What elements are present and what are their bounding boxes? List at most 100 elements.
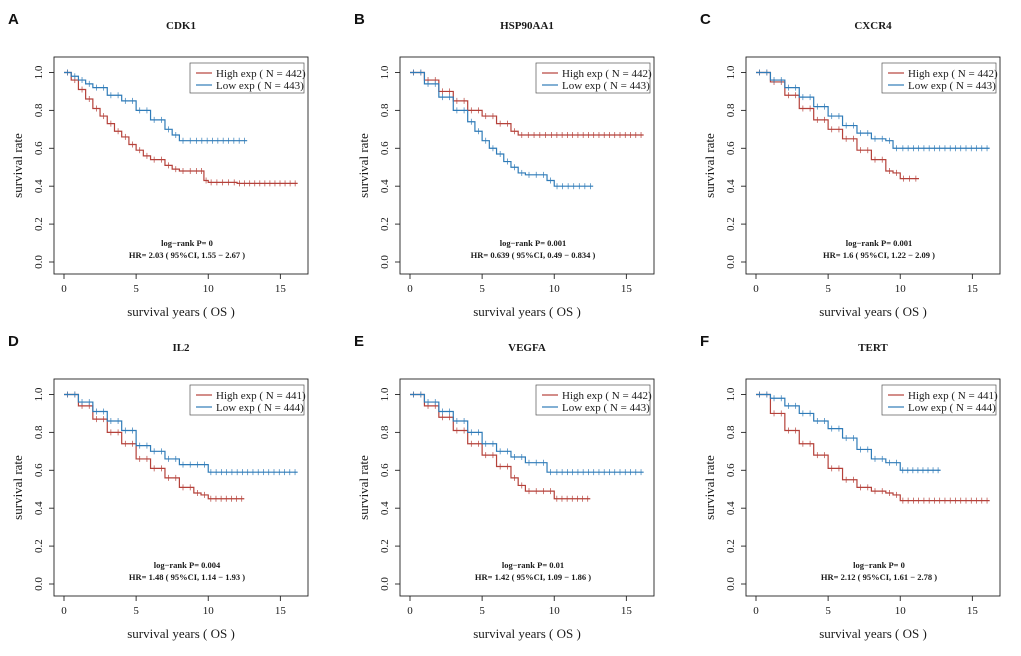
y-axis-label: survival rate <box>702 133 717 198</box>
legend-label-high: High exp ( N = 441) <box>908 390 998 402</box>
legend-box <box>189 62 305 94</box>
y-tick-label: 0.0 <box>33 577 45 591</box>
plot-frame <box>745 56 1001 275</box>
panel-title: CXCR4 <box>854 20 892 32</box>
logrank-pvalue: log−rank P= 0.01 <box>502 560 564 570</box>
x-tick-label: 0 <box>61 283 67 295</box>
km-curve-low <box>756 71 990 149</box>
logrank-pvalue: log−rank P= 0 <box>161 238 213 248</box>
km-curve-high <box>64 71 298 184</box>
x-tick-label: 10 <box>203 283 215 295</box>
panel-title: TERT <box>858 342 888 354</box>
y-axis-label: survival rate <box>10 455 25 520</box>
y-tick-label: 0.4 <box>379 179 391 193</box>
y-tick-label: 0.6 <box>379 463 391 477</box>
y-tick-label: 0.0 <box>33 255 45 269</box>
x-axis-label: survival years ( OS ) <box>473 304 581 319</box>
legend-label-low: Low exp ( N = 443) <box>562 80 650 92</box>
legend-label-low: Low exp ( N = 443) <box>908 80 996 92</box>
y-tick-label: 0.2 <box>33 217 45 231</box>
y-tick-label: 0.8 <box>725 103 737 117</box>
x-axis-label: survival years ( OS ) <box>127 626 235 641</box>
x-axis-label: survival years ( OS ) <box>473 626 581 641</box>
y-axis-label: survival rate <box>702 455 717 520</box>
legend-label-high: High exp ( N = 442) <box>562 390 652 402</box>
x-tick-label: 15 <box>275 605 287 617</box>
y-tick-label: 0.6 <box>725 463 737 477</box>
legend-label-low: Low exp ( N = 444) <box>216 402 304 414</box>
legend-box <box>881 62 997 94</box>
plot-frame <box>399 378 655 597</box>
x-tick-label: 0 <box>407 605 413 617</box>
legend-label-high: High exp ( N = 442) <box>908 68 998 80</box>
x-tick-label: 5 <box>133 605 139 617</box>
x-tick-label: 5 <box>479 283 485 295</box>
hazard-ratio: HR= 2.12 ( 95%CI, 1.61 − 2.78 ) <box>821 572 937 582</box>
x-tick-label: 15 <box>621 605 633 617</box>
x-tick-label: 10 <box>203 605 215 617</box>
x-tick-label: 0 <box>753 283 759 295</box>
panel-letter: F <box>700 333 709 350</box>
y-tick-label: 0.6 <box>33 463 45 477</box>
km-curve-high <box>410 71 644 136</box>
legend-box <box>535 62 651 94</box>
y-tick-label: 0.8 <box>379 425 391 439</box>
y-tick-label: 0.0 <box>725 255 737 269</box>
y-tick-label: 0.8 <box>33 425 45 439</box>
hazard-ratio: HR= 1.6 ( 95%CI, 1.22 − 2.09 ) <box>823 250 935 260</box>
y-tick-label: 0.4 <box>379 501 391 515</box>
km-panel-f: F TERT 0.0 0.2 0.4 0.6 0.8 1.0 0 5 10 15 survival ye… <box>700 333 1001 641</box>
x-tick-label: 5 <box>825 605 831 617</box>
x-tick-label: 5 <box>479 605 485 617</box>
legend-box <box>881 384 997 416</box>
plot-frame <box>53 378 309 597</box>
panel-letter: A <box>8 11 19 28</box>
y-tick-label: 0.6 <box>379 141 391 155</box>
y-tick-label: 0.4 <box>725 501 737 515</box>
legend-label-high: High exp ( N = 442) <box>216 68 306 80</box>
km-curve-high <box>410 393 591 500</box>
y-axis-label: survival rate <box>356 455 371 520</box>
y-tick-label: 1.0 <box>379 65 391 79</box>
km-curve-low <box>410 71 594 187</box>
hazard-ratio: HR= 1.48 ( 95%CI, 1.14 − 1.93 ) <box>129 572 245 582</box>
y-tick-label: 0.6 <box>725 141 737 155</box>
x-tick-label: 5 <box>825 283 831 295</box>
km-panel-b: B HSP90AA1 0.0 0.2 0.4 0.6 0.8 1.0 0 5 10 15 surviva… <box>354 11 655 319</box>
legend-label-high: High exp ( N = 441) <box>216 390 306 402</box>
panel-letter: D <box>8 333 19 350</box>
legend-label-low: Low exp ( N = 443) <box>562 402 650 414</box>
x-tick-label: 5 <box>133 283 139 295</box>
hazard-ratio: HR= 1.42 ( 95%CI, 1.09 − 1.86 ) <box>475 572 591 582</box>
x-axis-label: survival years ( OS ) <box>819 304 927 319</box>
y-tick-label: 0.0 <box>379 255 391 269</box>
logrank-pvalue: log−rank P= 0 <box>853 560 905 570</box>
panel-title: HSP90AA1 <box>500 20 554 32</box>
legend-box <box>535 384 651 416</box>
y-tick-label: 0.2 <box>33 539 45 553</box>
km-panel-d: D IL2 0.0 0.2 0.4 0.6 0.8 1.0 0 5 10 15 survival yea… <box>8 333 309 641</box>
logrank-pvalue: log−rank P= 0.001 <box>846 238 913 248</box>
y-tick-label: 0.2 <box>725 539 737 553</box>
hazard-ratio: HR= 0.639 ( 95%CI, 0.49 − 0.834 ) <box>471 250 596 260</box>
x-tick-label: 15 <box>275 283 287 295</box>
y-tick-label: 0.4 <box>33 179 45 193</box>
plot-frame <box>745 378 1001 597</box>
plot-frame <box>53 56 309 275</box>
legend-box <box>189 384 305 416</box>
y-tick-label: 0.0 <box>725 577 737 591</box>
y-tick-label: 0.2 <box>379 217 391 231</box>
km-panel-c: C CXCR4 0.0 0.2 0.4 0.6 0.8 1.0 0 5 10 15 survival y… <box>700 11 1001 319</box>
y-tick-label: 0.4 <box>725 179 737 193</box>
y-axis-label: survival rate <box>10 133 25 198</box>
x-tick-label: 10 <box>549 605 561 617</box>
panel-title: CDK1 <box>166 20 196 32</box>
x-tick-label: 0 <box>61 605 67 617</box>
x-tick-label: 10 <box>549 283 561 295</box>
km-curve-low <box>64 71 248 142</box>
km-panel-a: A CDK1 0.0 0.2 0.4 0.6 0.8 1.0 0 5 10 15 survival ye… <box>8 11 309 319</box>
y-tick-label: 0.8 <box>725 425 737 439</box>
panel-letter: B <box>354 11 365 28</box>
